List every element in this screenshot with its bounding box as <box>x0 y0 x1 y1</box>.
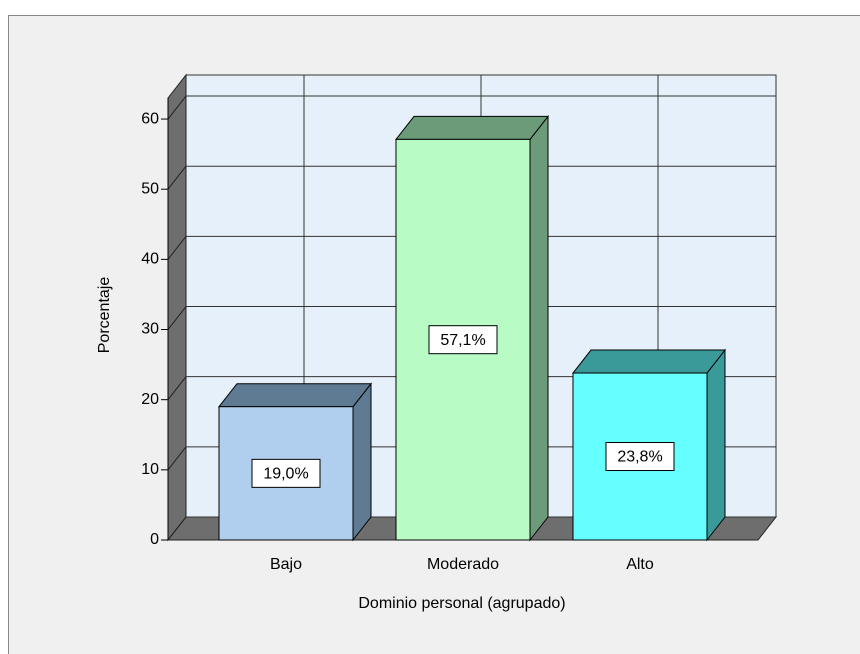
bar-side <box>706 348 726 542</box>
y-tick-label: 30 <box>141 321 159 338</box>
value-label: 57,1% <box>440 332 485 349</box>
bar-top <box>571 349 727 374</box>
bar-side <box>352 382 372 542</box>
grid-line <box>167 446 187 471</box>
grid-line <box>167 236 187 260</box>
value-label-box <box>428 325 498 355</box>
bar-side <box>529 114 549 542</box>
y-tick-label: 40 <box>141 251 159 268</box>
x-tick-label: Bajo <box>270 556 302 573</box>
value-label: 23,8% <box>617 449 662 466</box>
grid-line <box>167 376 187 400</box>
y-axis-title: Porcentaje <box>96 277 113 354</box>
side-wall <box>167 73 187 542</box>
value-label-box <box>251 458 321 488</box>
bar <box>395 138 531 541</box>
y-tick-label: 60 <box>141 110 159 127</box>
x-tick-label: Alto <box>626 556 654 573</box>
grid-line <box>167 306 187 330</box>
grid-line <box>167 95 187 120</box>
grid-line <box>167 165 187 190</box>
y-tick-label: 20 <box>141 391 159 408</box>
grid-line <box>167 516 187 541</box>
bar-top <box>217 383 373 408</box>
y-tick-label: 10 <box>141 461 159 478</box>
bar-top <box>394 115 550 140</box>
value-label-box <box>605 442 675 472</box>
y-tick-label: 0 <box>150 531 159 548</box>
x-axis-title: Dominio personal (agrupado) <box>358 595 565 612</box>
x-tick-label: Moderado <box>427 556 499 573</box>
value-label: 19,0% <box>263 466 308 483</box>
y-tick-label: 50 <box>141 180 159 197</box>
